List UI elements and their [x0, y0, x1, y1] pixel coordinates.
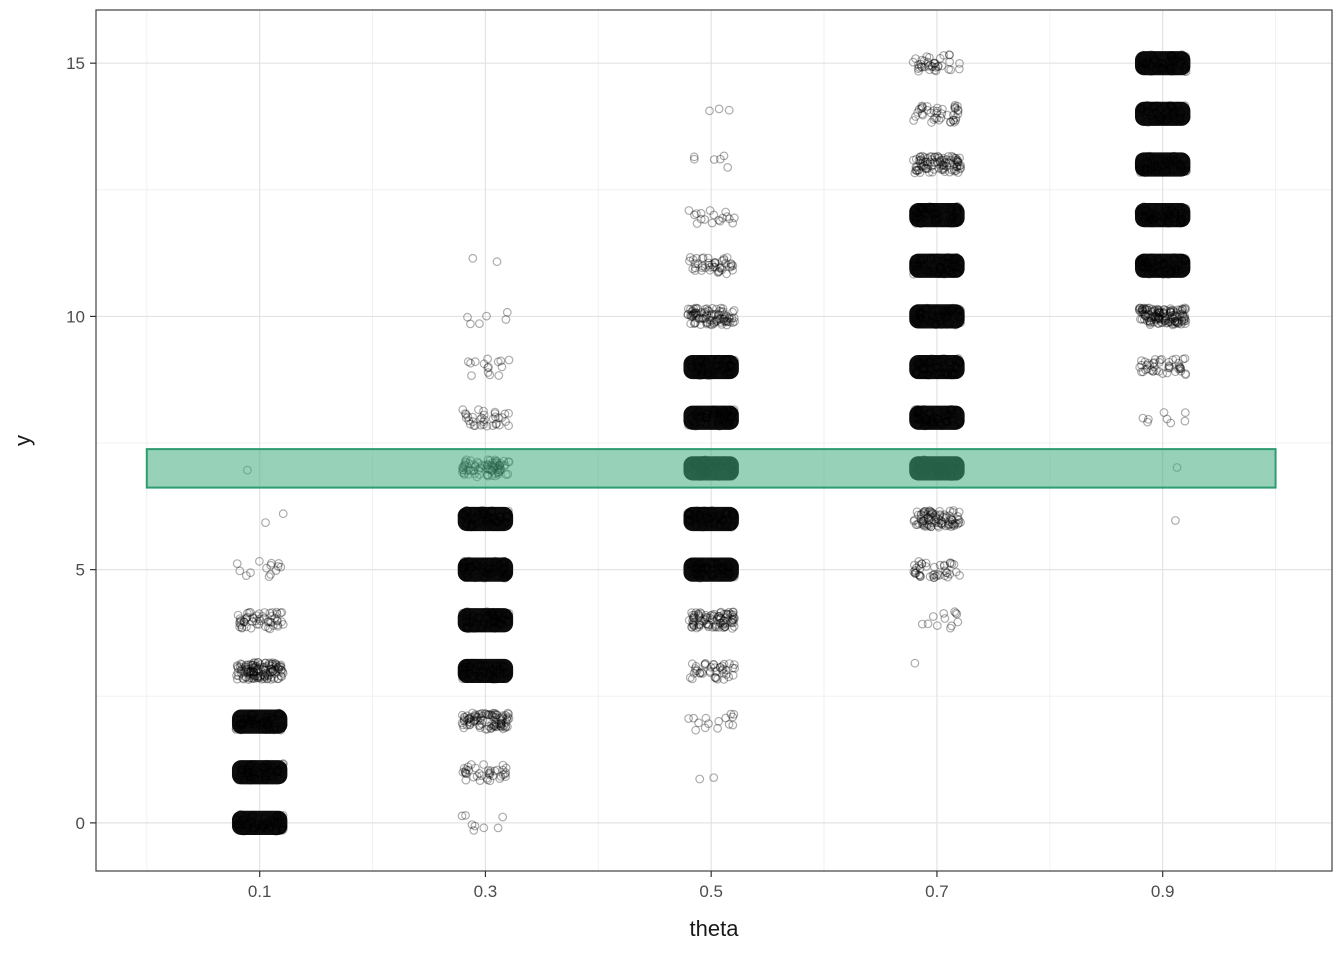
- jitter-cluster: [683, 506, 740, 532]
- jitter-cluster: [683, 557, 739, 583]
- x-tick-label: 0.9: [1151, 882, 1175, 901]
- jitter-cluster: [232, 556, 286, 581]
- jitter-cluster: [1134, 50, 1191, 76]
- dense-cluster-core: [1134, 101, 1191, 126]
- jitter-cluster: [457, 556, 514, 583]
- jitter-cluster: [909, 354, 965, 380]
- jitter-column-theta-0.1: [231, 465, 288, 836]
- jitter-cluster: [909, 151, 965, 178]
- dense-cluster-core: [909, 354, 965, 380]
- dense-cluster-core: [909, 203, 965, 228]
- jitter-cluster: [684, 206, 739, 228]
- jitter-cluster: [231, 708, 288, 735]
- jitter-cluster: [457, 658, 514, 684]
- jitter-cluster: [1134, 202, 1191, 228]
- jitter-cluster: [458, 760, 511, 786]
- x-axis-title: theta: [689, 916, 739, 941]
- jitter-cluster: [909, 404, 965, 431]
- dense-cluster-core: [457, 506, 514, 532]
- jitter-cluster: [1134, 303, 1191, 330]
- jitter-cluster: [910, 658, 920, 668]
- jitter-cluster: [457, 708, 514, 734]
- dense-cluster-core: [1134, 51, 1191, 76]
- dense-cluster-core: [683, 405, 739, 430]
- axis-ticks-layer: [90, 62, 1164, 877]
- dense-cluster-core: [1134, 152, 1191, 177]
- y-tick-label: 10: [66, 307, 85, 326]
- jitter-cluster: [1138, 408, 1190, 428]
- jitter-cluster: [685, 252, 738, 279]
- dense-cluster-core: [231, 810, 288, 835]
- jitter-cluster: [1134, 151, 1191, 177]
- points-layer: [231, 50, 1191, 836]
- x-tick-label: 0.3: [474, 882, 498, 901]
- jitter-cluster: [231, 810, 288, 836]
- y-tick-label: 15: [66, 54, 85, 73]
- jitter-column-theta-0.7: [908, 50, 965, 668]
- jitter-cluster: [909, 506, 965, 532]
- dense-cluster-core: [231, 709, 288, 734]
- jitter-cluster: [908, 50, 964, 76]
- dense-cluster-core: [457, 608, 514, 633]
- jitter-column-theta-0.9: [1134, 50, 1191, 525]
- jitter-cluster: [705, 104, 734, 116]
- jitter-cluster: [909, 557, 964, 583]
- grid-major-layer: [96, 10, 1332, 871]
- dense-cluster-core: [457, 658, 514, 684]
- x-tick-label: 0.1: [248, 882, 272, 901]
- jitter-cluster: [685, 658, 740, 684]
- y-axis-title: y: [10, 435, 35, 446]
- jitter-cluster: [684, 709, 739, 735]
- jitter-cluster: [683, 354, 739, 381]
- jitter-cluster: [233, 607, 288, 634]
- panel-border: [95, 9, 1333, 872]
- jitter-cluster: [909, 303, 965, 330]
- dense-cluster-core: [1134, 203, 1191, 228]
- dense-cluster-core: [683, 354, 739, 380]
- jitter-cluster: [457, 811, 508, 835]
- jitter-cluster: [684, 607, 739, 633]
- jitter-cluster: [457, 607, 514, 634]
- dense-cluster-core: [683, 506, 739, 532]
- jitter-cluster: [909, 202, 965, 228]
- jitter-cluster: [683, 303, 739, 330]
- observed-value-band: [145, 448, 1277, 489]
- dense-cluster-core: [231, 760, 288, 785]
- y-tick-label: 5: [76, 561, 85, 580]
- jitter-cluster: [463, 307, 512, 329]
- panel-background: [96, 10, 1332, 871]
- grid-minor-layer: [96, 10, 1332, 871]
- dense-cluster-core: [1134, 253, 1191, 278]
- x-tick-label: 0.7: [925, 882, 949, 901]
- jitter-cluster: [689, 151, 733, 172]
- y-tick-label: 0: [76, 814, 85, 833]
- jitter-cluster: [1134, 100, 1191, 127]
- jitter-cluster: [1170, 516, 1180, 525]
- jitter-cluster: [1135, 354, 1190, 380]
- x-tick-label: 0.5: [699, 882, 723, 901]
- jitter-cluster: [231, 759, 288, 785]
- jitter-cluster: [457, 506, 514, 532]
- dense-cluster-core: [457, 557, 514, 582]
- jitter-cluster: [1134, 253, 1191, 279]
- jitter-cluster: [909, 252, 965, 279]
- jitter-cluster: [683, 405, 739, 431]
- jitter-cluster: [468, 253, 502, 267]
- jitter-cluster: [909, 100, 963, 127]
- jitter-cluster: [695, 773, 719, 784]
- dense-cluster-core: [909, 304, 965, 329]
- jitter-cluster: [458, 405, 514, 431]
- dense-cluster-core: [909, 405, 965, 430]
- jitter-cluster: [917, 607, 963, 633]
- axis-tick-labels-layer: 0.1 0.3 0.5 0.7 0.9 0 5 10 15: [66, 54, 1174, 901]
- jitter-cluster: [232, 658, 288, 684]
- jitter-cluster: [463, 354, 514, 381]
- dense-cluster-core: [909, 253, 965, 278]
- jitter-cluster: [261, 509, 288, 527]
- dense-cluster-core: [683, 557, 739, 582]
